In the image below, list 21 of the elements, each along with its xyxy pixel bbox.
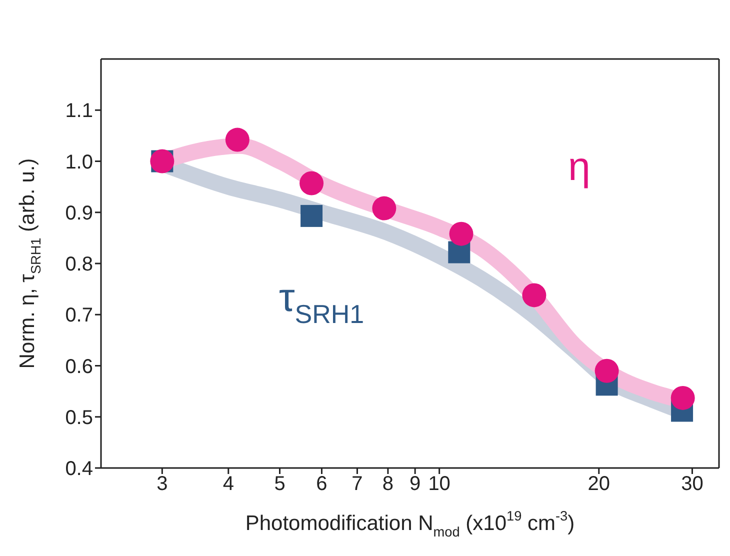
y-tick-label: 1.1 <box>65 100 93 122</box>
y-tick-label: 0.5 <box>65 406 93 429</box>
y-tick-label: 1.0 <box>65 151 93 174</box>
x-tick-label: 10 <box>428 473 450 496</box>
y-tick-label: 0.4 <box>65 458 93 480</box>
x-tick-label: 7 <box>352 473 363 496</box>
y-tick-label: 0.9 <box>65 202 93 224</box>
x-tick-label: 20 <box>588 473 610 496</box>
x-axis-title: Photomodification N$_{mod}$ (x10$^{19}$ cm$^{-3}$) <box>245 508 575 540</box>
x-tick-label: 30 <box>681 473 704 496</box>
x-tick-label: 8 <box>382 473 394 496</box>
x-tick-label: 3 <box>156 473 168 496</box>
series-label: τ$_{SRH1}$ <box>278 276 364 329</box>
text: η <box>568 145 590 190</box>
y-tick-label: 0.8 <box>65 254 93 276</box>
x-tick-label: 4 <box>222 473 234 496</box>
y-tick-label: 0.6 <box>65 356 93 378</box>
x-tick-label: 5 <box>274 473 286 496</box>
y-tick-label: 0.7 <box>65 304 93 327</box>
x-tick-label: 6 <box>316 473 328 496</box>
x-tick-label: 9 <box>410 473 421 496</box>
